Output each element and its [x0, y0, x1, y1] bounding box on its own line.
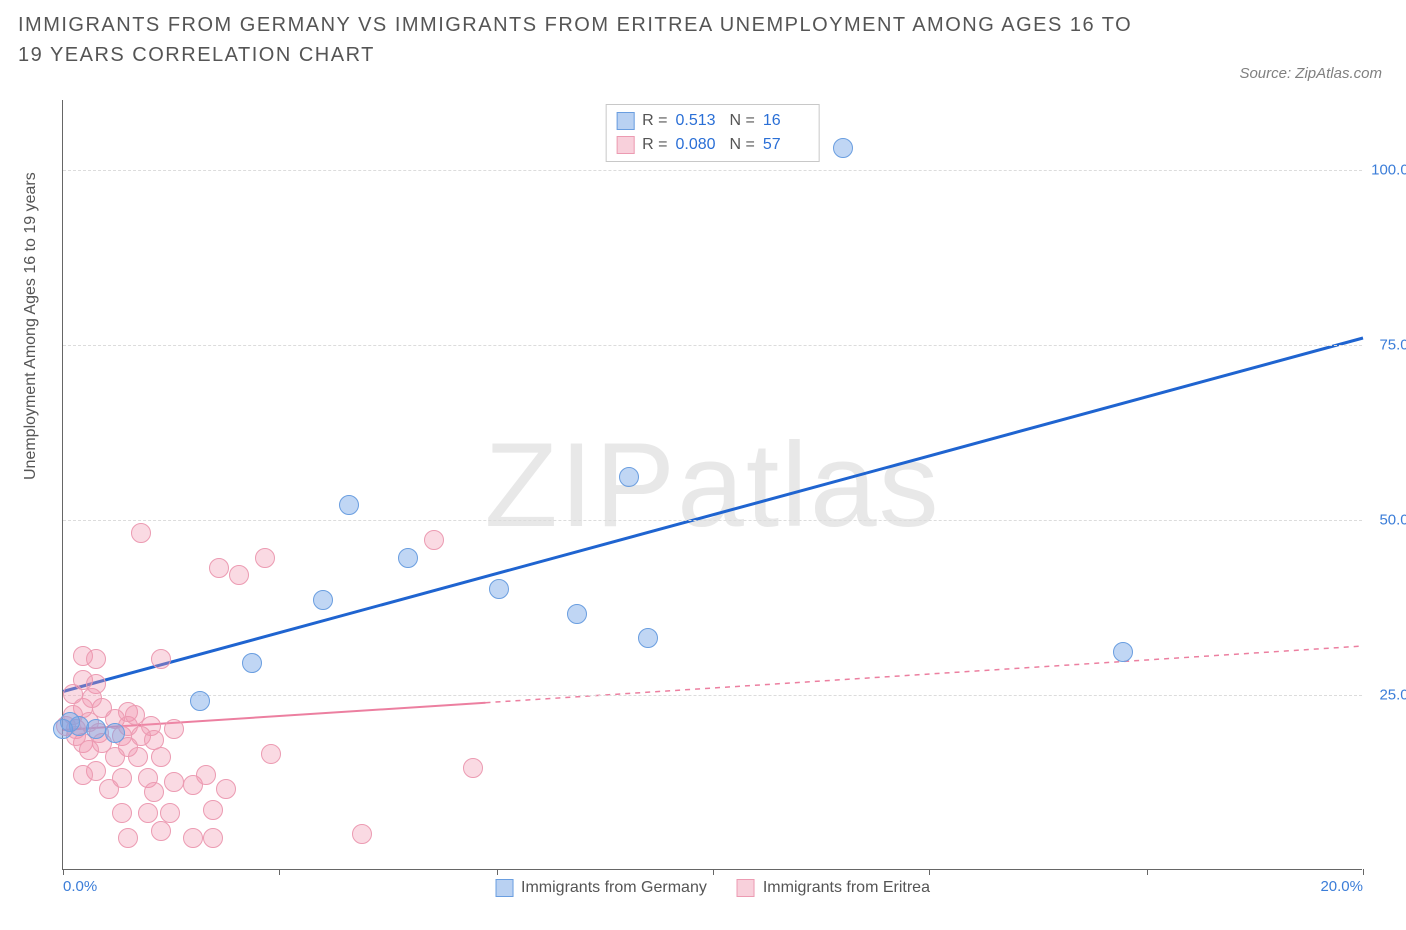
y-tick-label: 75.0% [1367, 337, 1406, 354]
y-tick-label: 100.0% [1367, 162, 1406, 179]
point-eritrea [151, 821, 171, 841]
legend-label: Immigrants from Germany [521, 879, 707, 897]
point-eritrea [183, 828, 203, 848]
legend-r-value: 0.080 [676, 133, 722, 157]
x-tick-mark [1147, 869, 1148, 875]
point-germany [313, 590, 333, 610]
x-tick-mark [929, 869, 930, 875]
x-tick-mark [1363, 869, 1364, 875]
point-germany [242, 653, 262, 673]
point-eritrea [164, 719, 184, 739]
swatch-pink [737, 879, 755, 897]
point-eritrea [424, 530, 444, 550]
point-eritrea [138, 803, 158, 823]
x-tick-mark [63, 869, 64, 875]
swatch-blue [616, 112, 634, 130]
point-eritrea [203, 800, 223, 820]
point-eritrea [255, 548, 275, 568]
point-eritrea [463, 758, 483, 778]
legend-r-label: R = [642, 109, 667, 133]
point-eritrea [216, 779, 236, 799]
point-eritrea [261, 744, 281, 764]
point-eritrea [151, 649, 171, 669]
legend-n-label: N = [730, 109, 755, 133]
point-germany [1113, 642, 1133, 662]
point-eritrea [144, 782, 164, 802]
point-eritrea [352, 824, 372, 844]
point-eritrea [86, 649, 106, 669]
x-tick-mark [279, 869, 280, 875]
trend-line [63, 338, 1363, 692]
x-tick-label: 0.0% [63, 878, 97, 895]
point-eritrea [73, 765, 93, 785]
chart-title: IMMIGRANTS FROM GERMANY VS IMMIGRANTS FR… [18, 10, 1146, 70]
point-eritrea [118, 828, 138, 848]
legend-item-germany: Immigrants from Germany [495, 879, 707, 897]
point-germany [833, 138, 853, 158]
scatter-plot-area: ZIPatlas R = 0.513 N = 16 R = 0.080 N = … [62, 100, 1362, 870]
point-germany [339, 495, 359, 515]
x-tick-label: 20.0% [1320, 878, 1363, 895]
y-axis-label: Unemployment Among Ages 16 to 19 years [22, 172, 40, 480]
point-eritrea [112, 803, 132, 823]
point-germany [53, 719, 73, 739]
x-tick-mark [713, 869, 714, 875]
point-eritrea [82, 688, 102, 708]
gridline [63, 520, 1362, 521]
point-germany [105, 723, 125, 743]
legend-item-eritrea: Immigrants from Eritrea [737, 879, 930, 897]
point-germany [638, 628, 658, 648]
gridline [63, 170, 1362, 171]
y-tick-label: 50.0% [1367, 512, 1406, 529]
point-eritrea [99, 779, 119, 799]
point-eritrea [125, 705, 145, 725]
legend-n-label: N = [730, 133, 755, 157]
point-germany [86, 719, 106, 739]
legend-row-eritrea: R = 0.080 N = 57 [616, 133, 809, 157]
gridline [63, 695, 1362, 696]
point-eritrea [209, 558, 229, 578]
point-germany [489, 579, 509, 599]
swatch-pink [616, 136, 634, 154]
point-eritrea [131, 523, 151, 543]
point-germany [190, 691, 210, 711]
point-eritrea [164, 772, 184, 792]
legend-n-value: 57 [763, 133, 809, 157]
point-eritrea [196, 765, 216, 785]
gridline [63, 345, 1362, 346]
swatch-blue [495, 879, 513, 897]
x-tick-mark [497, 869, 498, 875]
source-attribution: Source: ZipAtlas.com [1239, 65, 1382, 82]
correlation-legend: R = 0.513 N = 16 R = 0.080 N = 57 [605, 104, 820, 162]
point-eritrea [151, 747, 171, 767]
point-eritrea [229, 565, 249, 585]
point-germany [398, 548, 418, 568]
point-germany [567, 604, 587, 624]
y-tick-label: 25.0% [1367, 687, 1406, 704]
point-eritrea [105, 747, 125, 767]
legend-r-value: 0.513 [676, 109, 722, 133]
point-germany [619, 467, 639, 487]
legend-row-germany: R = 0.513 N = 16 [616, 109, 809, 133]
series-legend: Immigrants from Germany Immigrants from … [495, 879, 930, 897]
trend-lines-layer [63, 100, 1362, 869]
point-eritrea [128, 747, 148, 767]
legend-label: Immigrants from Eritrea [763, 879, 930, 897]
legend-n-value: 16 [763, 109, 809, 133]
point-eritrea [203, 828, 223, 848]
legend-r-label: R = [642, 133, 667, 157]
